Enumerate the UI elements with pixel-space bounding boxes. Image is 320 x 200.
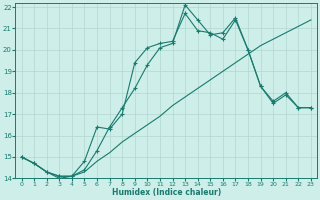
X-axis label: Humidex (Indice chaleur): Humidex (Indice chaleur) <box>112 188 221 197</box>
